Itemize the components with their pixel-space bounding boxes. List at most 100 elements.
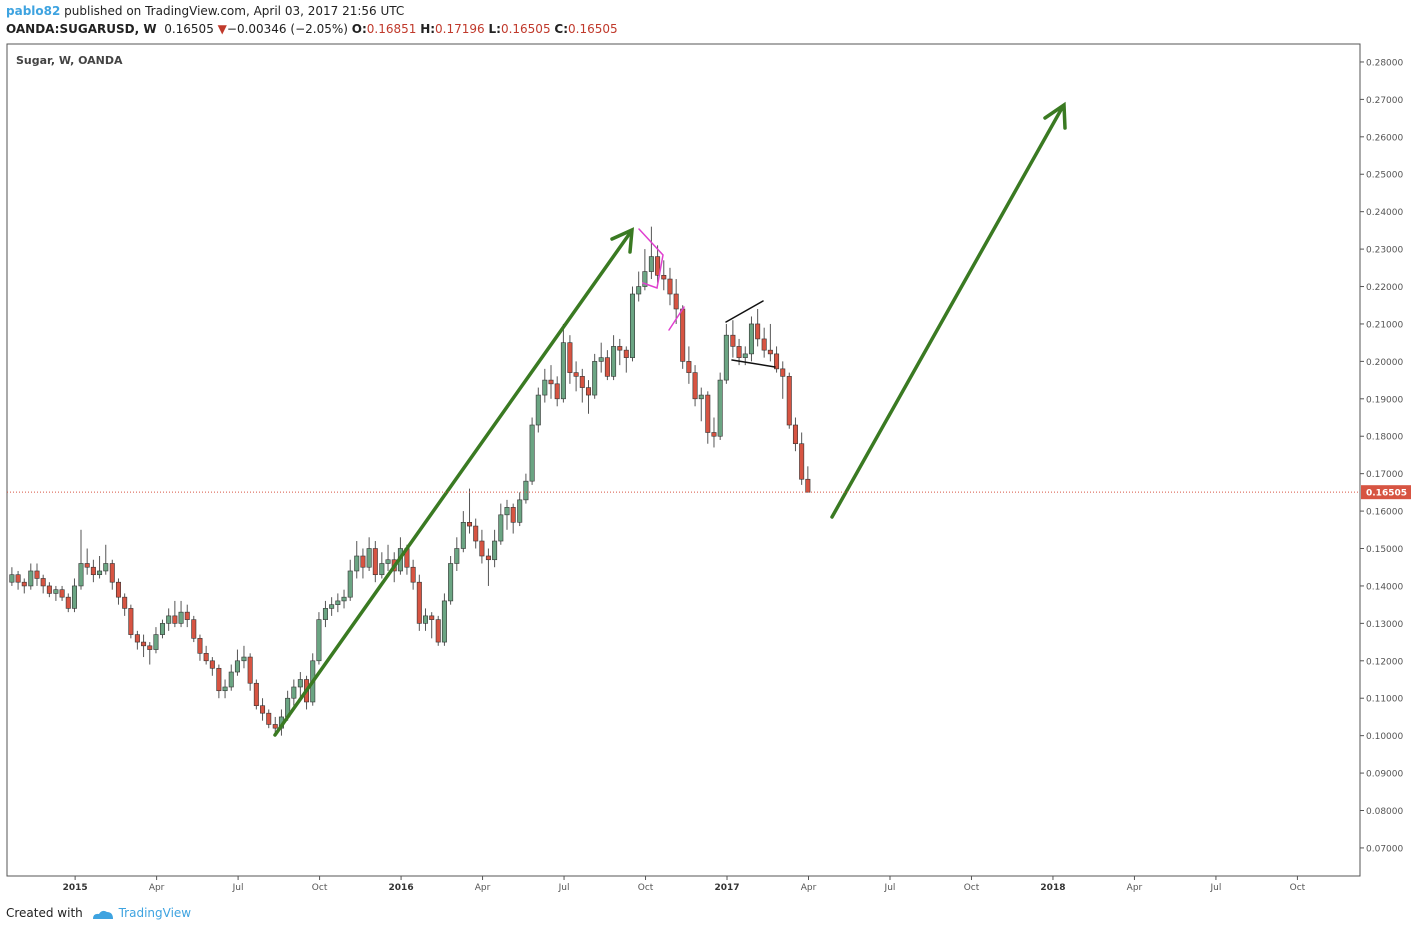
y-tick-label: 0.17000 <box>1366 470 1403 480</box>
candle-body <box>97 570 103 576</box>
candle-body <box>141 641 147 647</box>
c: 0.16505 <box>568 22 618 36</box>
candle-body <box>805 478 811 493</box>
candle-body <box>153 634 159 650</box>
trend-arrow <box>830 106 1064 519</box>
x-tick-label: Oct <box>638 883 654 893</box>
candle-body <box>341 596 347 602</box>
y-tick-label: 0.18000 <box>1366 433 1403 443</box>
candle-body <box>742 353 748 358</box>
candle-body <box>636 286 642 295</box>
pennant <box>668 306 685 331</box>
candle-body <box>730 334 736 347</box>
candle-body <box>492 540 498 561</box>
candle-body <box>592 361 598 396</box>
candle-body <box>253 682 259 707</box>
candle-body <box>297 679 303 688</box>
candle-body <box>90 566 96 576</box>
user[interactable]: pablo82 <box>6 4 61 18</box>
candle-body <box>128 608 134 635</box>
candle-body <box>655 256 661 276</box>
drawings <box>273 101 1067 737</box>
candle-body <box>416 581 422 624</box>
candle-body <box>316 619 322 662</box>
candle-body <box>510 507 516 523</box>
candle-body <box>767 349 773 355</box>
candle-body <box>178 611 184 624</box>
candle-body <box>40 578 46 587</box>
candle-body <box>291 686 297 699</box>
candle-body <box>46 585 52 594</box>
candle-body <box>71 585 77 609</box>
candle-body <box>542 379 548 396</box>
arrow: ▼ <box>217 22 227 36</box>
y-tick-label: 0.22000 <box>1366 283 1403 293</box>
candle-body <box>335 600 341 605</box>
candle-body <box>723 334 729 381</box>
candle-body <box>698 394 704 400</box>
candle-body <box>429 615 435 620</box>
y-tick-label: 0.10000 <box>1366 732 1403 742</box>
candle-body <box>366 548 372 568</box>
candle-body <box>147 645 153 650</box>
candle-body <box>460 522 466 549</box>
y-tick-label: 0.21000 <box>1366 320 1403 330</box>
brand[interactable]: TradingView <box>118 906 192 920</box>
y-tick-label: 0.28000 <box>1366 58 1403 68</box>
candle-body <box>780 368 786 377</box>
logo <box>92 910 113 919</box>
candle-body <box>216 667 222 692</box>
candle-body <box>485 555 491 561</box>
candle-body <box>799 443 805 480</box>
y-tick-label: 0.24000 <box>1366 208 1403 218</box>
y-tick-label: 0.08000 <box>1366 807 1403 817</box>
candle-body <box>554 383 560 400</box>
candle-body <box>517 499 523 523</box>
x-tick-label: 2016 <box>389 883 414 893</box>
x-tick-label: Apr <box>801 883 817 893</box>
pennant <box>638 228 664 290</box>
o: 0.16851 <box>366 22 417 36</box>
plot-frame <box>6 43 1361 877</box>
candle-body <box>523 480 529 501</box>
candle-body <box>347 570 353 598</box>
candle-body <box>504 507 510 516</box>
candle-body <box>567 342 573 373</box>
flag-line <box>731 359 776 368</box>
y-tick-label: 0.20000 <box>1366 358 1403 368</box>
candle-body <box>579 376 585 388</box>
candle-body <box>234 660 240 673</box>
x-tick-label: Apr <box>475 883 491 893</box>
y-tick-label: 0.11000 <box>1366 695 1403 705</box>
chart: Sugar, W, OANDA 0.07000 0.08000 0.09000 0.1… <box>6 43 1411 893</box>
candle-body <box>648 256 654 272</box>
o-label: O: <box>351 22 367 36</box>
x-tick-label: 2018 <box>1040 883 1065 893</box>
candle-body <box>661 274 667 280</box>
published: published on TradingView.com, April 03, … <box>60 4 405 18</box>
candle-body <box>535 394 541 426</box>
candle-body <box>53 589 59 594</box>
created: Created with <box>6 906 83 920</box>
candle-body <box>260 705 266 714</box>
candle-body <box>705 394 711 433</box>
candle-body <box>498 514 504 542</box>
candle-body <box>755 323 761 340</box>
candle-body <box>448 563 454 602</box>
candle-body <box>604 357 610 377</box>
candle-body <box>15 574 21 583</box>
y-tick-label: 0.26000 <box>1366 133 1403 143</box>
candle-body <box>435 619 441 643</box>
candle-body <box>692 372 698 400</box>
candle-body <box>84 563 90 568</box>
candle-body <box>109 563 115 583</box>
y-tick-label: 0.13000 <box>1366 620 1403 630</box>
y-tick-label: 0.15000 <box>1366 545 1403 555</box>
candle-body <box>467 522 473 527</box>
change: −0.00346 (−2.05%) <box>226 22 348 36</box>
candle-body <box>473 525 479 542</box>
symbol: OANDA:SUGARUSD, W <box>6 22 157 36</box>
candle-body <box>203 653 209 662</box>
candle-body <box>134 634 140 643</box>
chart-title: Sugar, W, OANDA <box>16 54 123 67</box>
